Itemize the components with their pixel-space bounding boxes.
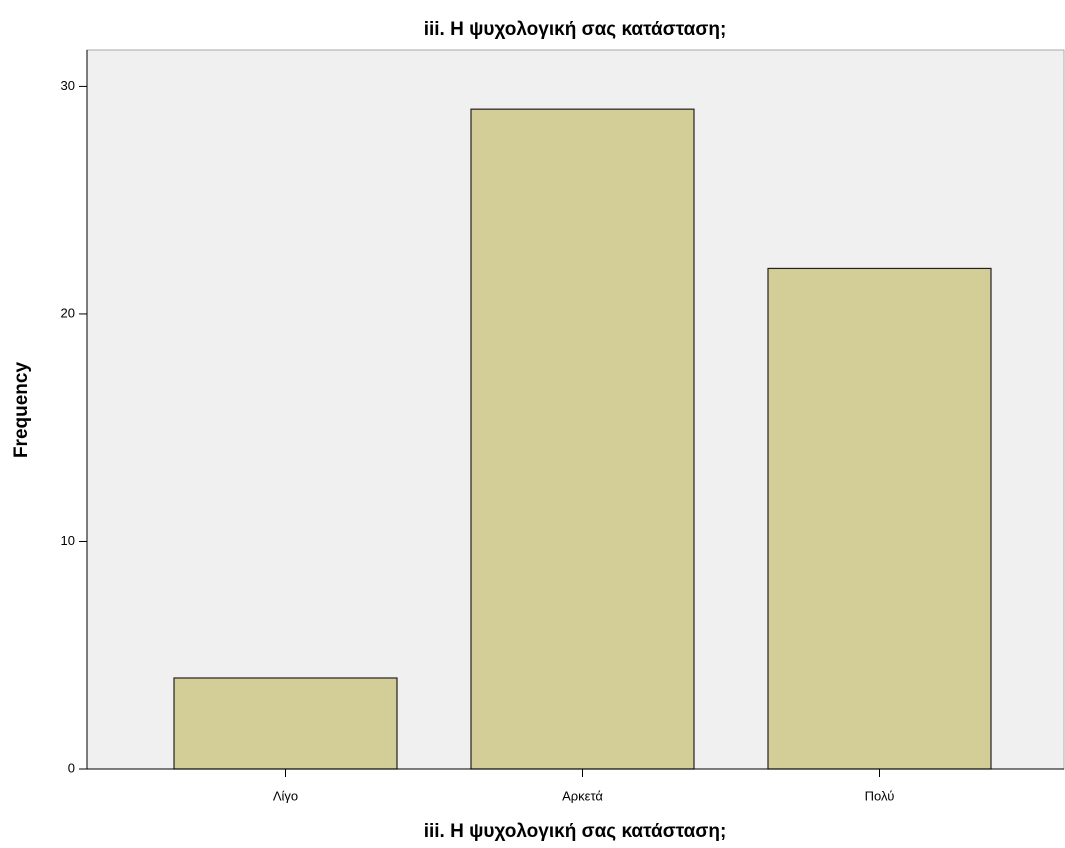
x-axis-title: iii. Η ψυχολογική σας κατάσταση; [424,821,727,842]
y-axis-title: Frequency [11,362,32,459]
y-tick-label: 10 [61,533,75,548]
x-tick-label: Αρκετά [562,788,603,803]
bar [173,677,398,770]
y-tick-label: 20 [61,305,75,320]
x-tick-label: Λίγο [273,788,298,803]
chart-title: iii. Η ψυχολογική σας κατάσταση; [424,19,727,40]
bar [470,108,695,770]
y-tick-label: 0 [68,760,75,775]
y-tick-label: 30 [61,78,75,93]
bar [767,267,992,770]
x-tick-label: Πολύ [865,788,895,803]
